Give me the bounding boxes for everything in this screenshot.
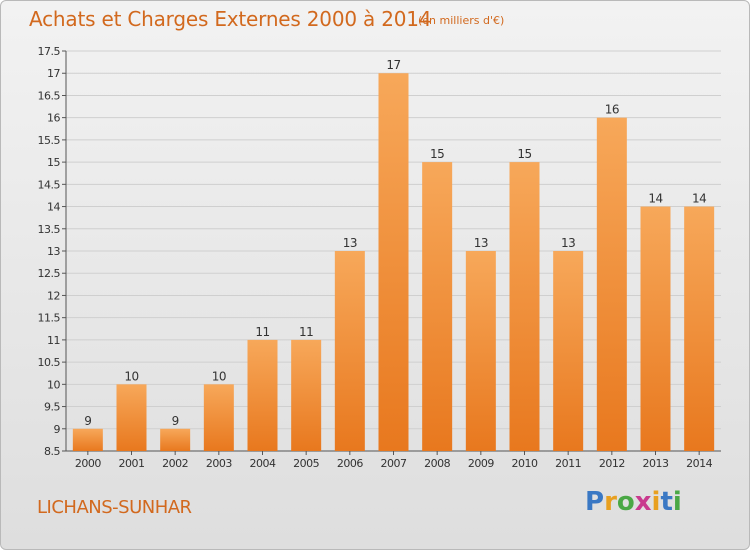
x-tick-label-2006: 2006 [337, 457, 363, 470]
bar-2003 [203, 384, 234, 451]
chart-title: Achats et Charges Externes 2000 à 2014 [29, 7, 432, 31]
data-label-2013: 14 [648, 192, 662, 206]
x-tick-label-2008: 2008 [424, 457, 450, 470]
y-tick-label: 10.5 [38, 356, 61, 369]
data-label-2011: 13 [561, 236, 575, 250]
x-tick-label-2004: 2004 [250, 457, 276, 470]
data-labels: 9 10 9 10 11 11 13 17 15 13 15 13 16 14 14 [84, 58, 707, 428]
bar-2010 [509, 162, 540, 451]
y-tick-label: 13.5 [38, 223, 61, 236]
x-tick-label-2005: 2005 [293, 457, 319, 470]
data-label-2003: 10 [212, 369, 226, 383]
y-tick-label: 12.5 [38, 267, 61, 280]
y-tick-label: 16.5 [38, 89, 61, 102]
y-tick-label: 17.5 [38, 45, 61, 58]
bar-2006 [334, 251, 365, 451]
x-tick-label-2007: 2007 [381, 457, 407, 470]
x-tick-label-2000: 2000 [75, 457, 101, 470]
bar-2011 [553, 251, 584, 451]
bar-2002 [160, 428, 191, 451]
bar-2007 [378, 73, 409, 451]
data-label-2008: 15 [430, 147, 444, 161]
data-label-2007: 17 [386, 58, 400, 72]
data-label-2002: 9 [172, 414, 179, 428]
data-label-2010: 15 [517, 147, 531, 161]
bar-2001 [116, 384, 147, 451]
data-label-2005: 11 [299, 325, 313, 339]
y-tick-label: 15.5 [38, 134, 61, 147]
y-tick-label: 9 [54, 423, 61, 436]
x-tick-label-2014: 2014 [686, 457, 712, 470]
x-tick-label-2012: 2012 [599, 457, 625, 470]
commune-name: LICHANS-SUNHAR [37, 497, 192, 518]
y-tick-label: 8.5 [44, 445, 60, 458]
bars [72, 73, 715, 452]
bar-2005 [291, 339, 322, 451]
x-tick-label-2002: 2002 [162, 457, 188, 470]
y-tick-label: 16 [47, 112, 60, 125]
y-tick-label: 13 [47, 245, 60, 258]
data-label-2001: 10 [124, 369, 138, 383]
y-tick-label: 17 [47, 67, 60, 80]
y-tick-label: 14 [47, 201, 60, 214]
bar-2013 [640, 206, 671, 451]
x-tick-label-2009: 2009 [468, 457, 494, 470]
bar-2000 [72, 428, 103, 451]
y-tick-label: 15 [47, 156, 60, 169]
y-tick-label: 10 [47, 378, 60, 391]
y-tick-label: 11 [47, 334, 60, 347]
bar-2008 [422, 162, 453, 451]
y-tick-label: 12 [47, 289, 60, 302]
y-tick-label: 11.5 [38, 312, 61, 325]
data-label-2000: 9 [84, 414, 91, 428]
data-label-2004: 11 [255, 325, 269, 339]
bar-2014 [684, 206, 715, 451]
data-label-2012: 16 [605, 103, 619, 117]
data-label-2009: 13 [474, 236, 488, 250]
x-tick-label-2001: 2001 [119, 457, 145, 470]
bar-2009 [465, 251, 496, 451]
chart-subtitle: (en milliers d'€) [418, 14, 505, 27]
y-tick-label: 14.5 [38, 178, 61, 191]
data-label-2006: 13 [343, 236, 357, 250]
x-tick-label-2011: 2011 [555, 457, 581, 470]
x-tick-label-2003: 2003 [206, 457, 232, 470]
y-tick-label: 9.5 [44, 401, 60, 414]
bar-2004 [247, 339, 278, 451]
bar-2012 [596, 117, 627, 452]
x-tick-label-2013: 2013 [643, 457, 669, 470]
x-tick-label-2010: 2010 [512, 457, 538, 470]
proxiti-logo[interactable]: Proxiti [585, 487, 682, 517]
data-label-2014: 14 [692, 192, 706, 206]
